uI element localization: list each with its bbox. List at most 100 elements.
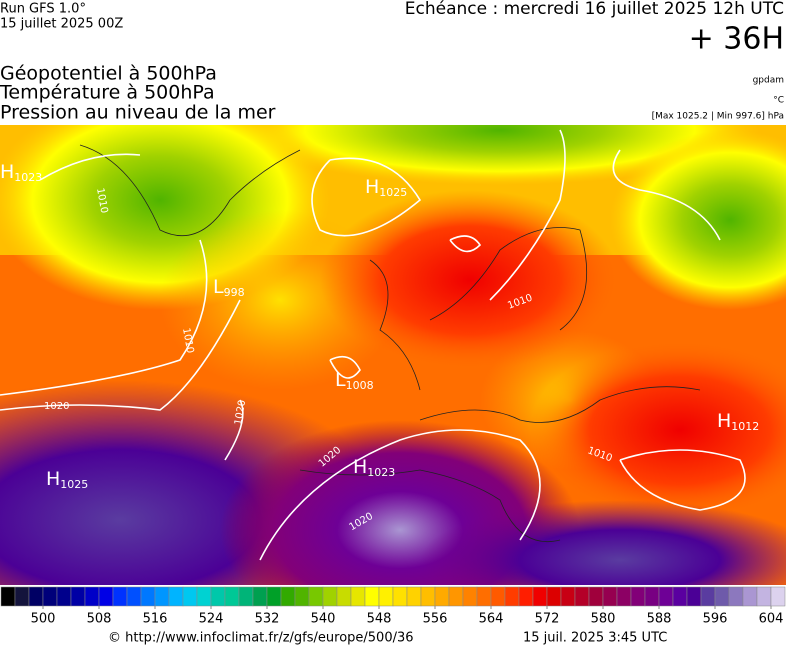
- colorbar-cell: [0, 586, 16, 607]
- colorbar-cell: [770, 586, 786, 607]
- field: Géopotentiel à 500hPa: [0, 63, 217, 85]
- colorbar-tick-label: 588: [647, 612, 672, 627]
- isobar-label: 1020: [233, 399, 248, 426]
- colorbar-cell: [28, 586, 44, 607]
- footer: © http://www.infoclimat.fr/z/gfs/europe/…: [108, 631, 667, 646]
- pressure-letter: L: [335, 369, 346, 391]
- isobar-label: 1010: [94, 187, 109, 214]
- pressure-letter: H: [353, 456, 367, 478]
- colorbar-cell: [98, 586, 114, 607]
- pressure-center: H1025: [46, 468, 88, 492]
- colorbar-cell: [434, 586, 450, 607]
- colorbar-cell: [420, 586, 436, 607]
- colorbar-cell: [322, 586, 338, 607]
- colorbar-tick-label: 596: [703, 612, 728, 627]
- colorbar-tick-label: 572: [535, 612, 560, 627]
- colorbar-tick-label: 580: [591, 612, 616, 627]
- colorbar-cell: [588, 586, 604, 607]
- colorbar-cell: [56, 586, 72, 607]
- colorbar-cell: [224, 586, 240, 607]
- pressure-letter: L: [213, 276, 224, 298]
- pressure-center: H1023: [353, 456, 395, 480]
- colorbar-cell: [112, 586, 128, 607]
- unit: [Max 1025.2 | Min 997.6] hPa: [652, 112, 784, 122]
- colorbar-tick-label: 540: [311, 612, 336, 627]
- colorbar-tick-label: 508: [87, 612, 112, 627]
- colorbar-cell: [728, 586, 744, 607]
- colorbar-cell: [672, 586, 688, 607]
- pressure-value: 1023: [367, 466, 395, 479]
- isobar-label: 1010: [180, 327, 195, 354]
- colorbar-cell: [658, 586, 674, 607]
- colorbar-cell: [476, 586, 492, 607]
- colorbar-cell: [742, 586, 758, 607]
- colorbar-cell: [336, 586, 352, 607]
- colorbar-tick-label: 556: [423, 612, 448, 627]
- unit: gpdam: [753, 76, 784, 86]
- colorbar-cell: [84, 586, 100, 607]
- colorbar-cell: [266, 586, 282, 607]
- colorbar-cell: [308, 586, 324, 607]
- pressure-center: H1025: [365, 176, 407, 200]
- generated-time: 15 juil. 2025 3:45 UTC: [523, 631, 667, 646]
- colorbar-cell: [574, 586, 590, 607]
- colorbar-cell: [168, 586, 184, 607]
- colorbar-cell: [210, 586, 226, 607]
- pressure-center: L1008: [335, 369, 374, 393]
- pressure-center: L998: [213, 276, 245, 300]
- colorbar-cell: [686, 586, 702, 607]
- colorbar-cell: [42, 586, 58, 607]
- pressure-value: 1025: [379, 186, 407, 199]
- colorbar-cell: [70, 586, 86, 607]
- pressure-letter: H: [0, 161, 14, 183]
- colorbar-cell: [714, 586, 730, 607]
- run: Run GFS 1.0°: [0, 2, 86, 17]
- colorbar-cell: [392, 586, 408, 607]
- colorbar-cell: [560, 586, 576, 607]
- colorbar-cell: [490, 586, 506, 607]
- run-date: 15 juillet 2025 00Z: [0, 17, 123, 32]
- colorbar-cell: [756, 586, 772, 607]
- colorbar-cell: [196, 586, 212, 607]
- colorbar-cell: [294, 586, 310, 607]
- colorbar-cell: [462, 586, 478, 607]
- colorbar-cell: [644, 586, 660, 607]
- colorbar-tick-label: 500: [31, 612, 56, 627]
- pressure-value: 1023: [14, 171, 42, 184]
- pressure-letter: H: [46, 468, 60, 490]
- colorbar-cell: [448, 586, 464, 607]
- colorbar-cell: [378, 586, 394, 607]
- valid-time: Echéance : mercredi 16 juillet 2025 12h …: [405, 0, 784, 19]
- colorbar-tick-label: 564: [479, 612, 504, 627]
- colorbar-cell: [518, 586, 534, 607]
- colorbar-cell: [154, 586, 170, 607]
- colorbar-tick-label: 524: [199, 612, 224, 627]
- pressure-letter: H: [365, 176, 379, 198]
- colorbar-cell: [238, 586, 254, 607]
- pressure-value: 1012: [731, 420, 759, 433]
- colorbar-tick-label: 604: [759, 612, 784, 627]
- lead-time: + 36H: [689, 22, 784, 57]
- colorbar-cell: [532, 586, 548, 607]
- colorbar-cell: [630, 586, 646, 607]
- colorbar-cell: [182, 586, 198, 607]
- colorbar-cell: [252, 586, 268, 607]
- header: Run GFS 1.0° 15 juillet 2025 00Z Echéanc…: [0, 0, 784, 124]
- pressure-value: 1008: [346, 379, 374, 392]
- colorbar-cell: [14, 586, 30, 607]
- colorbar-cell: [280, 586, 296, 607]
- unit: °C: [773, 96, 784, 106]
- colorbar-cell: [504, 586, 520, 607]
- pressure-value: 1025: [60, 478, 88, 491]
- colorbar-tick-label: 532: [255, 612, 280, 627]
- colorbar-tick-label: 516: [143, 612, 168, 627]
- colorbar-cell: [350, 586, 366, 607]
- colorbar-cell: [546, 586, 562, 607]
- field: Température à 500hPa: [0, 82, 215, 104]
- source-url: © http://www.infoclimat.fr/z/gfs/europe/…: [108, 631, 414, 646]
- colorbar-cell: [700, 586, 716, 607]
- colorbar-cell: [616, 586, 632, 607]
